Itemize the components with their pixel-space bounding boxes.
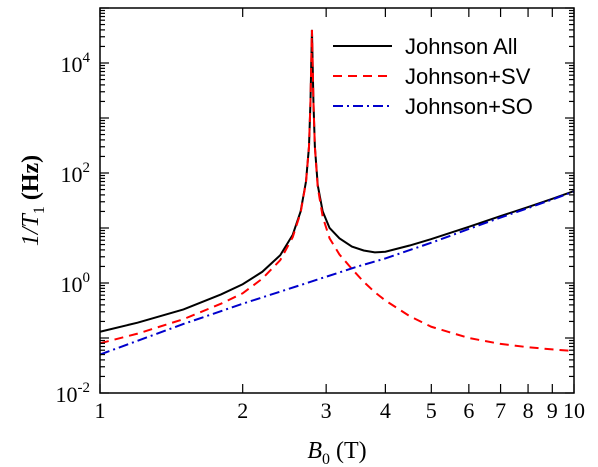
x-tick-label: 8 [523,398,534,423]
plot-frame [99,7,575,394]
x-tick-label: 9 [547,398,558,423]
legend-label-2: Johnson+SV [405,64,531,89]
x-tick-label: 5 [426,398,437,423]
y-tick-label: 102 [61,160,91,187]
x-tick-label: 6 [463,398,474,423]
x-tick-label: 4 [380,398,391,423]
x-axis-title: B0 (T) [307,438,366,467]
x-tick-label: 3 [321,398,332,423]
legend-label-3: Johnson+SO [405,94,533,119]
y-tick-label: 104 [61,50,91,77]
series-line-3 [99,190,575,356]
legend: Johnson All Johnson+SV Johnson+SO [333,34,533,119]
legend-label-1: Johnson All [405,34,518,59]
x-tick-label: 7 [495,398,506,423]
x-tick-label: 1 [95,398,106,423]
x-tick-label: 10 [563,398,585,423]
y-axis-title: 1/T1 (Hz) [18,155,48,246]
ticks-layer: 1 2 3 4 5 6 7 8 9 10 10-2 100 102 104 [56,7,585,423]
x-tick-label: 2 [237,398,248,423]
series-line-2 [99,29,575,353]
y-tick-label: 10-2 [56,380,91,407]
series-layer [99,29,575,356]
y-tick-label: 100 [61,270,91,297]
